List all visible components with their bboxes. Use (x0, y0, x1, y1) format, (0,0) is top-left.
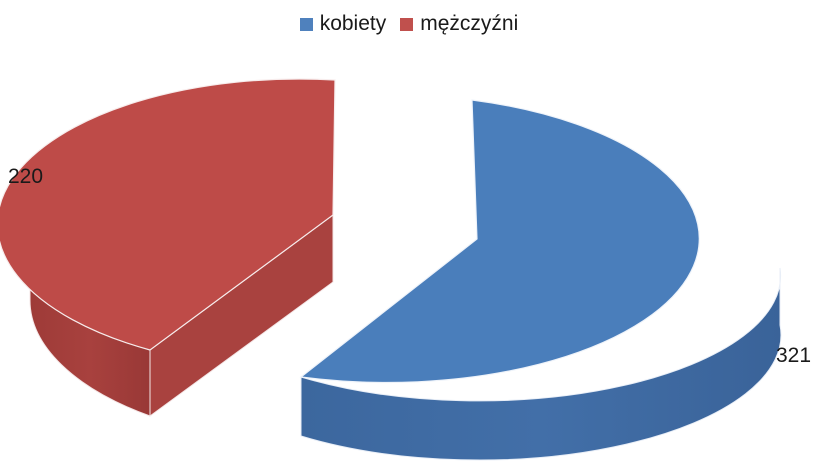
data-label-kobiety: 321 (776, 344, 811, 367)
pie-slice-mezczyzni[interactable] (0, 78, 336, 417)
pie-slice-kobiety[interactable] (299, 99, 782, 461)
legend-swatch-mezczyzni (400, 17, 414, 31)
legend-item-kobiety[interactable]: kobiety (299, 12, 387, 36)
slice-kobiety-side (300, 267, 782, 461)
slice-mezczyzni-top (0, 78, 336, 351)
legend-label-mezczyzni: mężczyźni (420, 12, 519, 35)
legend-label-kobiety: kobiety (319, 12, 387, 35)
chart-legend: kobiety mężczyźni (0, 12, 818, 36)
slice-kobiety-top (299, 99, 700, 384)
legend-swatch-kobiety (299, 17, 313, 31)
legend-item-mezczyzni[interactable]: mężczyźni (400, 12, 518, 36)
data-label-mezczyzni: 220 (8, 165, 43, 188)
